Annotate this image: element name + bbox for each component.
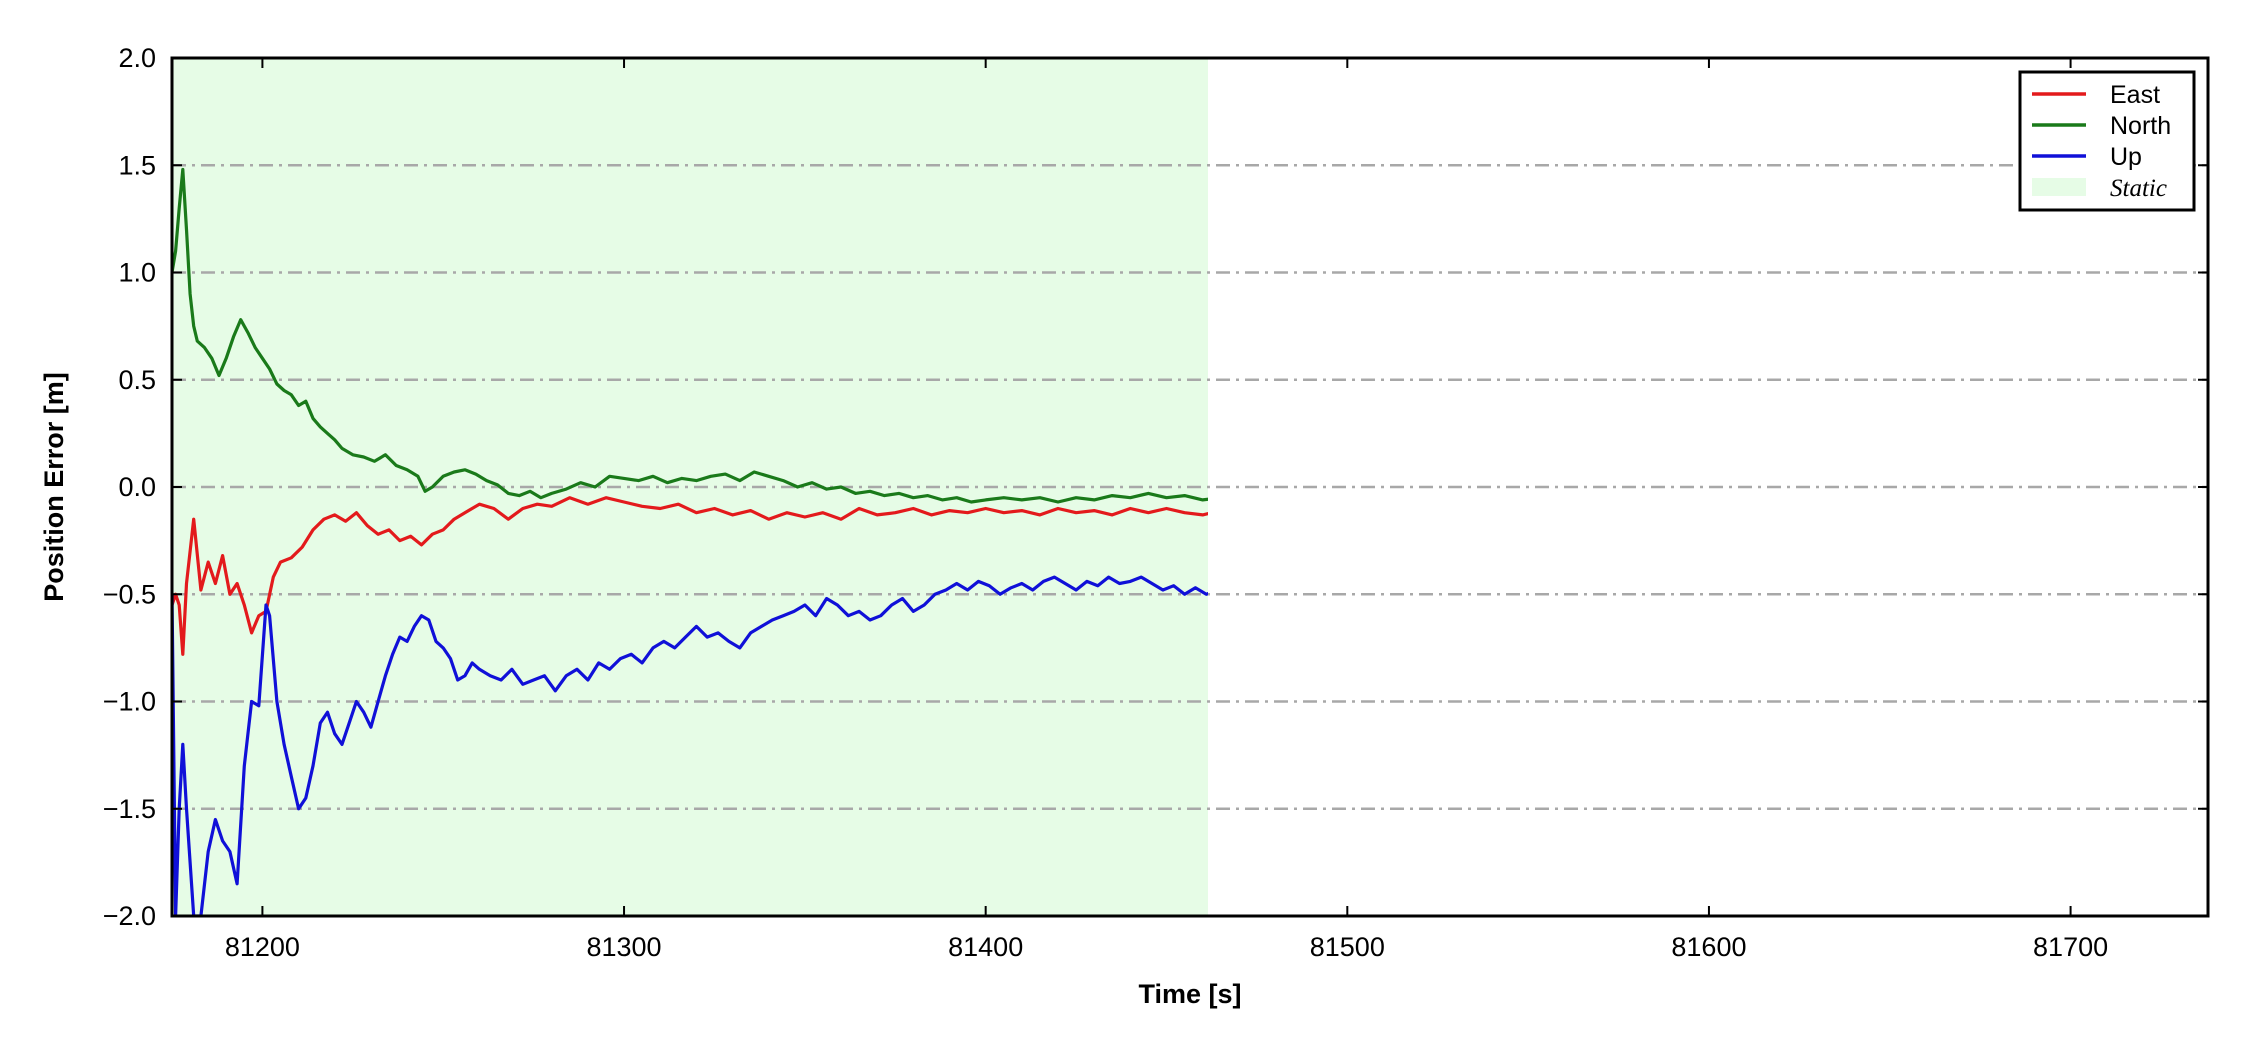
y-tick-label: 0.5: [118, 365, 156, 395]
y-tick-label: 1.5: [118, 150, 156, 180]
grid-layer: [172, 164, 2208, 810]
legend-label-north: North: [2110, 112, 2171, 140]
y-tick-label: 0.0: [118, 472, 156, 502]
axes-layer: 81200 81300 81400 81500 81600 81700 2.0 1.5 1.0 0…: [103, 43, 2210, 962]
series-line-east: [172, 496, 1208, 656]
legend-label-east: East: [2110, 81, 2160, 109]
x-tick-label: 81600: [1671, 932, 1746, 962]
y-tick-label: 2.0: [118, 43, 156, 73]
x-tick-label: 81400: [948, 932, 1023, 962]
series-layer: [172, 167, 1208, 916]
legend-label-up: Up: [2110, 143, 2142, 171]
y-tick-label: −1.5: [103, 794, 156, 824]
series-line-north: [172, 167, 1208, 504]
x-axis-title: Time [s]: [1138, 979, 1241, 1009]
x-tick-label: 81200: [225, 932, 300, 962]
y-tick-label: −1.0: [103, 687, 156, 717]
legend-label-static: Static: [2110, 175, 2167, 202]
series-line-up: [172, 575, 1208, 916]
x-tick-label: 81700: [2033, 932, 2108, 962]
y-tick-label: −2.0: [103, 901, 156, 931]
x-tick-label: 81300: [586, 932, 661, 962]
legend: East North Up Static: [2018, 70, 2196, 212]
y-tick-label: −0.5: [103, 579, 156, 609]
y-axis-title: Position Error [m]: [39, 372, 69, 602]
legend-swatch-static: [2032, 178, 2086, 196]
y-tick-label: 1.0: [118, 258, 156, 288]
x-tick-label: 81500: [1310, 932, 1385, 962]
